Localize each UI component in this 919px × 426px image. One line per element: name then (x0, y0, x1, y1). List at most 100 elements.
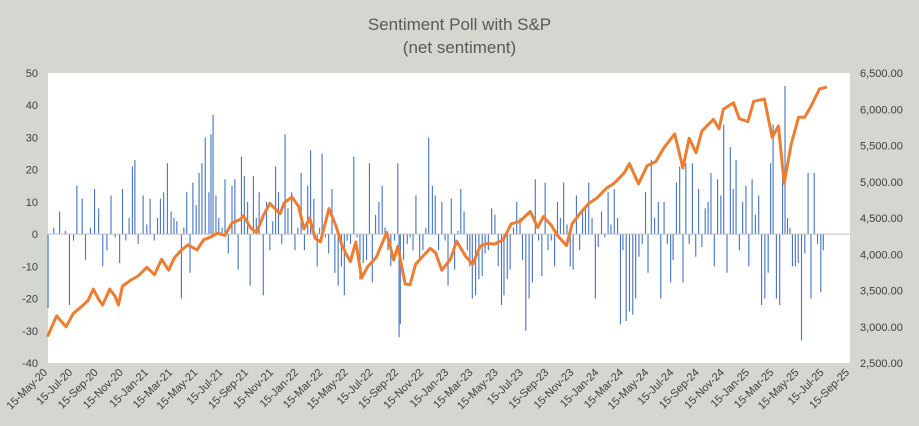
sentiment-bar-239 (813, 172, 815, 235)
sentiment-bar-152 (544, 182, 546, 235)
sentiment-bar-142 (512, 227, 514, 235)
sentiment-bar-233 (794, 234, 796, 267)
sentiment-bar-91 (356, 234, 358, 238)
sentiment-bar-85 (337, 234, 339, 286)
sentiment-bar-137 (497, 234, 499, 267)
sentiment-bar-202 (701, 234, 703, 247)
sentiment-bar-166 (588, 182, 590, 235)
sentiment-bar-188 (657, 201, 659, 235)
sentiment-bar-139 (503, 234, 505, 296)
y-left-tick-label-4: 10 (26, 197, 38, 209)
sentiment-bar-70 (291, 192, 293, 235)
sentiment-bar-119 (441, 201, 443, 235)
sentiment-bar-50 (227, 234, 229, 254)
sentiment-bar-93 (362, 234, 364, 264)
sentiment-bar-11 (98, 208, 100, 235)
sentiment-bar-203 (704, 208, 706, 235)
sentiment-bar-231 (789, 227, 791, 235)
sentiment-bar-235 (800, 234, 803, 341)
sentiment-bar-145 (521, 234, 524, 260)
sentiment-bar-191 (666, 234, 668, 244)
sentiment-bar-141 (509, 234, 511, 270)
sentiment-bar-27 (156, 218, 159, 235)
sentiment-bar-92 (359, 234, 361, 280)
sentiment-bar-104 (397, 163, 399, 235)
sentiment-bar-108 (406, 234, 408, 244)
sentiment-bar-210 (726, 234, 728, 273)
sentiment-bar-180 (632, 234, 634, 315)
y-right-axis: 6,500.00 6,000.00 5,500.00 5,000.00 4,500.00… (860, 68, 903, 370)
sentiment-bar-129 (471, 234, 473, 299)
chart-subtitle: (net sentiment) (402, 38, 517, 57)
sentiment-bar-96 (371, 234, 373, 283)
y-right-tick-label-7: 3,000.00 (860, 322, 903, 334)
sentiment-bar-115 (428, 137, 430, 235)
sentiment-bar-89 (349, 234, 352, 244)
sentiment-bar-20 (131, 166, 133, 235)
sentiment-bar-5 (73, 234, 75, 241)
sentiment-bar-111 (415, 195, 417, 235)
sentiment-bar-132 (481, 234, 483, 276)
y-right-tick-label-2: 5,500.00 (860, 141, 903, 153)
sentiment-bar-65 (275, 166, 277, 235)
sentiment-bar-114 (425, 227, 427, 235)
sentiment-bar-71 (294, 234, 296, 251)
sentiment-bar-77 (313, 198, 315, 235)
sentiment-bar-154 (550, 234, 552, 241)
sentiment-bar-78 (316, 234, 318, 267)
y-left-tick-label-7: -20 (22, 294, 38, 306)
sentiment-bar-45 (212, 114, 214, 235)
sentiment-bar-123 (454, 234, 456, 270)
sentiment-bar-184 (644, 192, 647, 235)
sp-line-series (46, 86, 828, 337)
sentiment-bar-83 (331, 189, 333, 235)
sentiment-bar-46 (215, 195, 217, 235)
sentiment-bar-138 (500, 234, 503, 305)
sentiment-bar-41 (201, 163, 203, 235)
y-left-tick-label-6: -10 (22, 261, 38, 273)
sentiment-bar-207 (717, 179, 719, 235)
sentiment-bar-25 (149, 198, 151, 235)
sentiment-bar-151 (541, 234, 543, 276)
sentiment-bar-227 (779, 234, 781, 305)
sentiment-bar-54 (240, 156, 242, 235)
sentiment-bar-230 (786, 218, 789, 235)
sentiment-bar-64 (272, 221, 274, 235)
sentiment-bar-72 (297, 227, 299, 235)
sentiment-bar-173 (610, 224, 612, 235)
sentiment-bar-175 (617, 218, 619, 235)
sentiment-bar-122 (450, 198, 452, 235)
sentiment-bar-88 (346, 234, 348, 241)
sentiment-bar-74 (303, 234, 305, 251)
y-left-axis: 50 40 30 20 10 0 -10 -20 -30 -40 (22, 68, 38, 370)
sentiment-bar-157 (559, 218, 561, 235)
sentiment-bar-170 (600, 211, 603, 235)
sentiment-bar-48 (221, 227, 223, 235)
sentiment-bar-155 (554, 234, 556, 267)
sentiment-bar-136 (494, 214, 496, 235)
y-right-tick-label-0: 6,500.00 (860, 68, 903, 80)
sentiment-bar-125 (460, 189, 462, 235)
sentiment-bar-86 (340, 234, 342, 267)
y-right-tick-label-6: 3,500.00 (860, 286, 903, 298)
sentiment-bar-30 (166, 163, 168, 235)
sentiment-bar-236 (804, 234, 806, 254)
sentiment-bar-217 (748, 234, 750, 267)
sentiment-bar-163 (579, 234, 581, 251)
sentiment-bar-171 (604, 234, 606, 238)
sentiment-bar-206 (713, 234, 715, 267)
sentiment-bar-8 (84, 234, 87, 260)
sentiment-bar-28 (159, 198, 161, 235)
sentiment-bar-150 (538, 234, 540, 241)
sentiment-bar-81 (324, 234, 326, 238)
sentiment-bar-97 (375, 214, 377, 235)
sentiment-bar-130 (475, 234, 477, 296)
sentiment-bar-126 (463, 211, 465, 235)
sentiment-bar-144 (519, 218, 521, 235)
sentiment-bar-120 (444, 234, 446, 241)
sentiment-bar-159 (566, 224, 568, 235)
sentiment-bar-53 (237, 234, 239, 270)
sentiment-bar-10 (94, 189, 96, 235)
sentiment-bar-57 (249, 234, 251, 286)
sentiment-bar-234 (797, 234, 799, 264)
